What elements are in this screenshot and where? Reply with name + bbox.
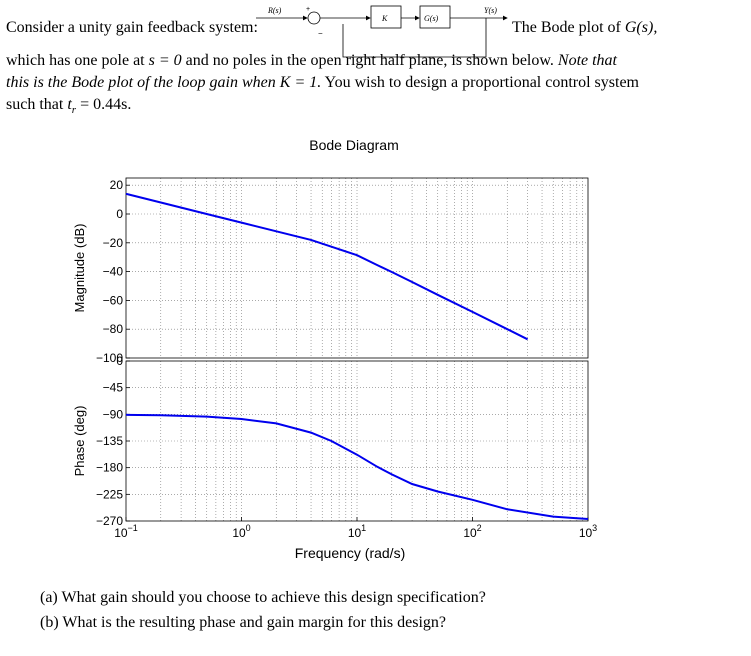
gain-block bbox=[370, 5, 402, 29]
y-tick-label: −80 bbox=[103, 322, 124, 336]
magnitude-y-axis-label: Magnitude (dB) bbox=[72, 224, 87, 313]
line-four-text: such that bbox=[6, 96, 68, 113]
bode-intro-text: The Bode plot of bbox=[512, 19, 625, 36]
gain-label: K bbox=[381, 14, 388, 23]
block-diagram: R(s) + K G(s) Y(s) − bbox=[256, 5, 508, 58]
output-label: Y(s) bbox=[484, 6, 497, 15]
bode-chart: Bode Diagram 20 0 −20 −40 −60 −80 −100 0 −45 −90… bbox=[72, 137, 597, 561]
rise-time-subscript: r bbox=[71, 104, 77, 117]
x-tick-label: 103 bbox=[579, 523, 597, 540]
x-tick-label: 101 bbox=[348, 523, 366, 540]
magnitude-tick-labels: 20 0 −20 −40 −60 −80 −100 bbox=[96, 178, 130, 365]
x-tick-label: 102 bbox=[463, 523, 481, 540]
minus-sign: − bbox=[318, 29, 323, 38]
bode-intro: The Bode plot of G(s), bbox=[512, 19, 657, 37]
question-a-text: (a) What gain should you choose to achie… bbox=[40, 589, 486, 606]
x-tick-label: 100 bbox=[232, 523, 250, 540]
rise-time-symbol: t bbox=[67, 96, 72, 113]
y-tick-label: −45 bbox=[103, 381, 124, 395]
intro-sentence: Consider a unity gain feedback system: bbox=[6, 19, 258, 36]
question-a: (a) What gain should you choose to achie… bbox=[40, 589, 486, 607]
phase-series-line bbox=[125, 413, 589, 520]
line-four: such that tr = 0.44s. bbox=[6, 96, 131, 116]
magnitude-series-line bbox=[125, 192, 529, 341]
rise-time-value: = 0.44s. bbox=[76, 96, 132, 113]
y-tick-label: 0 bbox=[116, 207, 123, 221]
x-axis-label: Frequency (rad/s) bbox=[295, 545, 405, 561]
y-tick-label: 20 bbox=[110, 178, 124, 192]
line-two: which has one pole at s = 0 and no poles… bbox=[6, 52, 617, 70]
y-tick-label: −225 bbox=[96, 487, 123, 501]
plant-block bbox=[419, 5, 451, 29]
input-label: R(s) bbox=[267, 6, 282, 15]
y-tick-label: −135 bbox=[96, 434, 123, 448]
plus-sign: + bbox=[306, 6, 310, 13]
x-tick-label: 10−1 bbox=[114, 523, 138, 540]
magnitude-grid bbox=[126, 178, 588, 358]
y-tick-label: −270 bbox=[96, 514, 123, 528]
phase-tick-labels: 0 −45 −90 −135 −180 −225 −270 bbox=[96, 354, 130, 528]
y-tick-label: −60 bbox=[103, 293, 124, 307]
line-three: this is the Bode plot of the loop gain w… bbox=[6, 74, 639, 92]
y-tick-label: −90 bbox=[103, 407, 124, 421]
line-two-rest: and no poles in the open right half plan… bbox=[181, 52, 554, 69]
y-tick-label: −40 bbox=[103, 265, 124, 279]
frequency-tick-labels: 10−1 100 101 102 103 bbox=[114, 517, 597, 540]
phase-y-axis-label: Phase (deg) bbox=[72, 406, 87, 477]
question-b: (b) What is the resulting phase and gain… bbox=[40, 614, 446, 632]
y-tick-label: −100 bbox=[96, 351, 123, 365]
line-two-text: which has one pole at bbox=[6, 52, 149, 69]
line-three-rest: You wish to design a proportional contro… bbox=[321, 74, 639, 91]
line-three-note: this is the Bode plot of the loop gain w… bbox=[6, 74, 280, 91]
line-three-math: K = 1. bbox=[279, 74, 322, 91]
y-tick-label: 0 bbox=[116, 354, 123, 368]
question-b-text: (b) What is the resulting phase and gain… bbox=[40, 614, 446, 631]
y-tick-label: −180 bbox=[96, 461, 123, 475]
magnitude-axes bbox=[125, 177, 589, 359]
y-tick-label: −20 bbox=[103, 236, 124, 250]
plant-label: G(s) bbox=[424, 14, 439, 23]
line-two-math: s = 0 bbox=[148, 52, 182, 69]
chart-title: Bode Diagram bbox=[309, 137, 399, 153]
summing-junction bbox=[307, 11, 321, 25]
phase-grid bbox=[126, 361, 588, 521]
line-two-note: Note that bbox=[557, 52, 617, 69]
bode-intro-math: G(s), bbox=[624, 19, 658, 36]
intro-text: Consider a unity gain feedback system: bbox=[6, 19, 258, 37]
feedback-path bbox=[342, 18, 487, 58]
